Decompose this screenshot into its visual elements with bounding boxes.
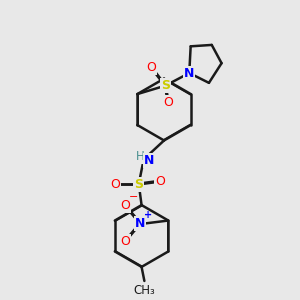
Text: O: O	[155, 175, 165, 188]
Text: H: H	[136, 150, 145, 163]
Text: O: O	[146, 61, 156, 74]
Text: O: O	[120, 199, 130, 212]
Text: N: N	[184, 67, 194, 80]
Text: CH₃: CH₃	[134, 284, 155, 297]
Text: N: N	[144, 154, 154, 166]
Text: O: O	[120, 235, 130, 248]
Text: S: S	[134, 178, 143, 190]
Text: O: O	[110, 178, 120, 190]
Text: S: S	[161, 79, 170, 92]
Text: O: O	[163, 96, 173, 109]
Text: −: −	[128, 192, 138, 202]
Text: N: N	[135, 217, 146, 230]
Text: +: +	[144, 211, 152, 220]
